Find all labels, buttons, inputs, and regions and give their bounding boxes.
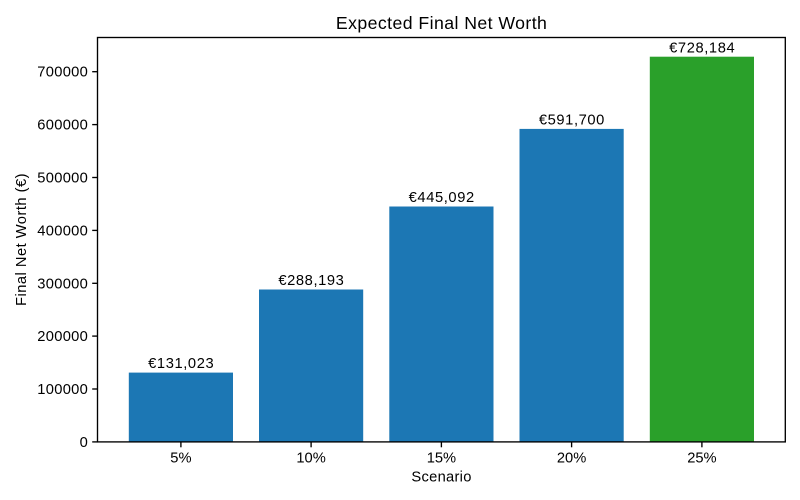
svg-text:5%: 5%	[170, 450, 191, 466]
svg-text:500000: 500000	[37, 171, 88, 187]
svg-text:200000: 200000	[37, 329, 88, 345]
svg-text:20%: 20%	[557, 450, 586, 466]
svg-text:100000: 100000	[37, 382, 88, 398]
svg-text:10%: 10%	[296, 450, 325, 466]
svg-text:€288,193: €288,193	[278, 273, 344, 289]
svg-text:700000: 700000	[37, 65, 88, 81]
svg-text:€728,184: €728,184	[669, 41, 735, 57]
svg-text:Scenario: Scenario	[411, 470, 471, 486]
svg-text:15%: 15%	[427, 450, 456, 466]
svg-text:€131,023: €131,023	[148, 356, 214, 372]
svg-text:Final Net Worth (€): Final Net Worth (€)	[14, 173, 30, 306]
svg-text:400000: 400000	[37, 223, 88, 239]
svg-text:600000: 600000	[37, 118, 88, 134]
svg-text:€591,700: €591,700	[539, 113, 605, 129]
svg-text:0: 0	[80, 435, 88, 451]
svg-text:25%: 25%	[687, 450, 716, 466]
svg-text:300000: 300000	[37, 276, 88, 292]
svg-text:€445,092: €445,092	[409, 190, 475, 206]
svg-text:Expected Final Net Worth: Expected Final Net Worth	[336, 13, 547, 33]
